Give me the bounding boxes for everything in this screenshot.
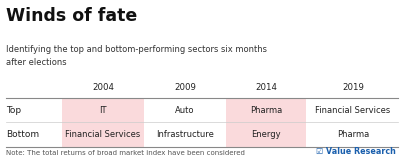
Text: Bottom: Bottom	[6, 130, 39, 139]
Text: Pharma: Pharma	[250, 106, 282, 115]
Text: 2004: 2004	[92, 82, 114, 92]
Text: 2009: 2009	[174, 82, 196, 92]
Text: Winds of fate: Winds of fate	[6, 7, 137, 25]
Text: 2014: 2014	[255, 82, 277, 92]
Text: 2019: 2019	[342, 82, 364, 92]
Text: ☑ Value Research: ☑ Value Research	[316, 146, 396, 156]
Text: Top: Top	[6, 106, 21, 115]
Text: Infrastructure: Infrastructure	[156, 130, 214, 139]
Text: Auto: Auto	[175, 106, 195, 115]
Text: Pharma: Pharma	[337, 130, 369, 139]
Text: Identifying the top and bottom-performing sectors six months
after elections: Identifying the top and bottom-performin…	[6, 45, 267, 67]
Text: IT: IT	[99, 106, 107, 115]
Text: Financial Services: Financial Services	[65, 130, 141, 139]
Text: Energy: Energy	[251, 130, 281, 139]
Text: Note: The total returns of broad market index have been considered: Note: The total returns of broad market …	[6, 150, 245, 156]
Text: Financial Services: Financial Services	[315, 106, 391, 115]
